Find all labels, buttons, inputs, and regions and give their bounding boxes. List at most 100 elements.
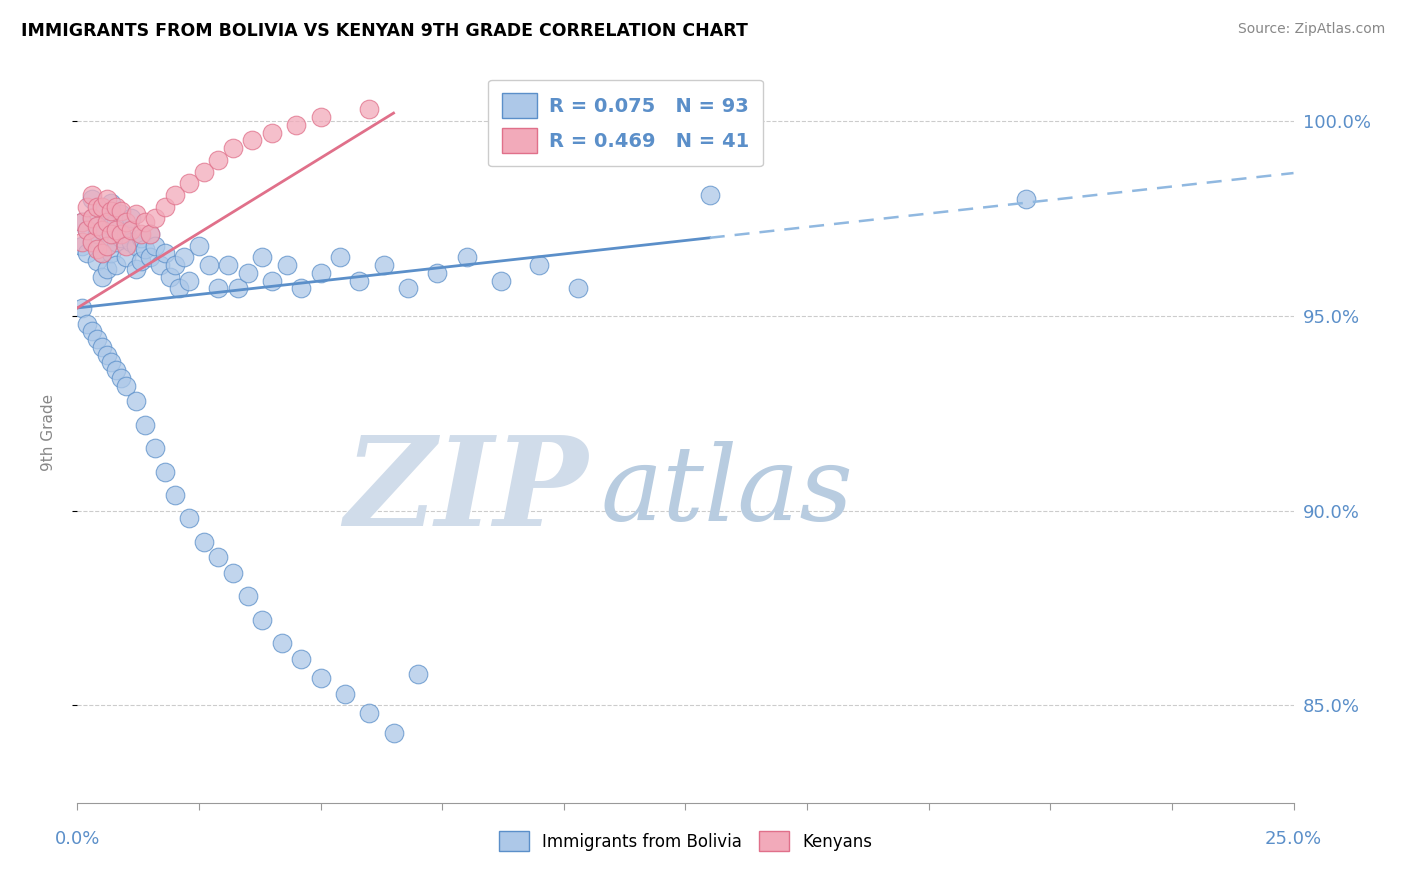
Point: [100, 195, 122, 210]
Point: [153, 246, 176, 260]
Point: [105, 235, 128, 249]
Point: [80, 211, 103, 226]
Point: [217, 258, 239, 272]
Point: [100, 219, 122, 233]
Point: [359, 102, 381, 116]
Point: [139, 227, 162, 241]
Point: [70, 238, 93, 252]
Text: Source: ZipAtlas.com: Source: ZipAtlas.com: [1237, 22, 1385, 37]
Point: [100, 203, 122, 218]
Point: [70, 301, 93, 315]
Point: [193, 534, 215, 549]
Point: [96, 348, 118, 362]
Point: [90, 203, 112, 218]
Point: [222, 141, 245, 155]
Point: [529, 258, 551, 272]
Point: [100, 246, 122, 260]
Point: [70, 235, 93, 249]
Point: [115, 227, 138, 241]
Point: [125, 394, 148, 409]
Point: [110, 203, 132, 218]
Point: [179, 511, 201, 525]
Point: [105, 215, 128, 229]
Point: [143, 211, 166, 226]
Point: [139, 250, 162, 264]
Point: [270, 636, 292, 650]
Point: [86, 227, 108, 241]
Point: [163, 488, 186, 502]
Point: [236, 589, 259, 603]
Text: ZIP: ZIP: [344, 431, 588, 553]
Point: [110, 227, 132, 241]
Point: [100, 355, 122, 369]
Point: [70, 215, 93, 229]
Point: [80, 235, 103, 249]
Point: [396, 281, 419, 295]
Point: [349, 274, 371, 288]
Point: [285, 118, 308, 132]
Point: [260, 274, 283, 288]
Point: [163, 258, 186, 272]
Point: [193, 164, 215, 178]
Y-axis label: 9th Grade: 9th Grade: [42, 394, 56, 471]
Point: [86, 200, 108, 214]
Point: [80, 192, 103, 206]
Point: [207, 550, 229, 565]
Point: [80, 211, 103, 226]
Text: 25.0%: 25.0%: [1265, 830, 1322, 848]
Point: [456, 250, 478, 264]
Point: [86, 332, 108, 346]
Point: [105, 363, 128, 377]
Point: [105, 200, 128, 214]
Point: [76, 246, 98, 260]
Point: [207, 281, 229, 295]
Text: 0.0%: 0.0%: [55, 830, 100, 848]
Point: [105, 223, 128, 237]
Point: [169, 281, 191, 295]
Point: [149, 258, 172, 272]
Point: [134, 215, 156, 229]
Point: [290, 281, 312, 295]
Point: [359, 706, 381, 721]
Point: [406, 667, 429, 681]
Point: [373, 258, 395, 272]
Point: [125, 207, 148, 221]
Point: [173, 250, 195, 264]
Point: [699, 188, 721, 202]
Point: [96, 262, 118, 277]
Point: [129, 254, 152, 268]
Point: [110, 371, 132, 385]
Point: [70, 215, 93, 229]
Point: [139, 227, 162, 241]
Legend: Immigrants from Bolivia, Kenyans: Immigrants from Bolivia, Kenyans: [492, 825, 879, 857]
Point: [115, 238, 138, 252]
Point: [120, 223, 142, 237]
Point: [96, 238, 118, 252]
Point: [129, 227, 152, 241]
Point: [96, 192, 118, 206]
Point: [179, 274, 201, 288]
Point: [567, 281, 589, 295]
Point: [100, 227, 122, 241]
Point: [153, 465, 176, 479]
Point: [333, 687, 356, 701]
Point: [80, 235, 103, 249]
Point: [153, 200, 176, 214]
Point: [207, 153, 229, 167]
Point: [96, 215, 118, 229]
Point: [260, 126, 283, 140]
Point: [250, 613, 273, 627]
Point: [90, 223, 112, 237]
Point: [242, 133, 264, 147]
Point: [125, 238, 148, 252]
Point: [134, 417, 156, 432]
Point: [110, 207, 132, 221]
Point: [76, 200, 98, 214]
Point: [90, 246, 112, 260]
Text: IMMIGRANTS FROM BOLIVIA VS KENYAN 9TH GRADE CORRELATION CHART: IMMIGRANTS FROM BOLIVIA VS KENYAN 9TH GR…: [21, 22, 748, 40]
Point: [290, 651, 312, 665]
Point: [76, 223, 98, 237]
Point: [226, 281, 249, 295]
Point: [120, 235, 142, 249]
Point: [134, 243, 156, 257]
